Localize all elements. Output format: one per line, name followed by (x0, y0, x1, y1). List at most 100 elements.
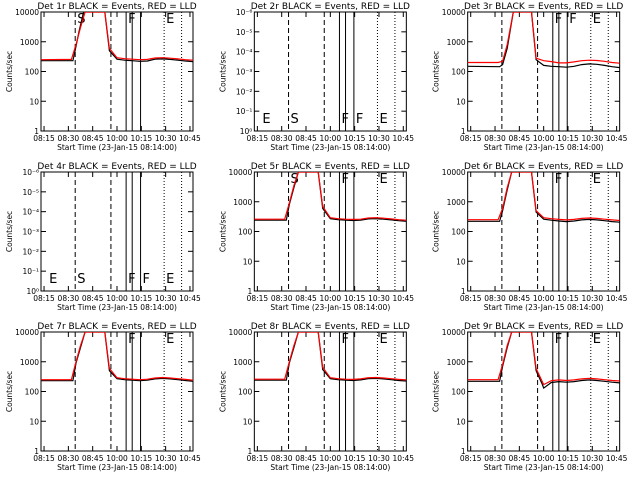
x-tick-label: 08:45 (509, 454, 531, 463)
x-tick-label: 08:15 (33, 454, 55, 463)
x-tick-label: 08:30 (271, 294, 293, 303)
x-tick-label: 10:15 (557, 294, 579, 303)
x-tick-label: 08:45 (295, 454, 317, 463)
x-tick-label: 08:15 (460, 134, 482, 143)
plot-frame (40, 11, 194, 132)
x-tick-label: 10:30 (155, 294, 177, 303)
y-tick-label: 1 (34, 127, 39, 136)
marker-letter: E (262, 112, 270, 127)
x-tick-label: 10:45 (606, 134, 628, 143)
panel-title: Det 7r BLACK = Events, RED = LLD (37, 322, 196, 332)
detector-panel-4: Det 4r BLACK = Events, RED = LLD 10⁰ 10⁻¹ 1… (5, 162, 201, 312)
x-tick-label: 08:45 (82, 134, 104, 143)
y-tick-label: 100 (451, 228, 466, 237)
plot-frame (253, 171, 407, 292)
y-tick-label: 100 (238, 228, 253, 237)
y-axis-label: Counts/sec (432, 51, 441, 92)
detector-panel-1: Det 1r BLACK = Events, RED = LLD 1 10 100 10… (5, 2, 201, 152)
x-tick-label: 10:00 (106, 454, 128, 463)
y-tick-label: 10⁻² (22, 247, 39, 256)
y-tick-label: 1000 (233, 358, 252, 367)
y-tick-label: 10⁻³ (236, 68, 253, 77)
x-tick-label: 10:15 (557, 454, 579, 463)
x-tick-label: 10:30 (368, 134, 390, 143)
y-tick-label: 10⁻¹ (22, 267, 39, 276)
x-tick-label: 10:30 (155, 454, 177, 463)
x-tick-label: 08:15 (33, 294, 55, 303)
x-tick-label: 10:15 (344, 294, 366, 303)
y-tick-label: 100 (451, 68, 466, 77)
x-axis-label: Start Time (23-Jan-15 08:14:00) (270, 143, 390, 152)
y-axis-label: Counts/sec (218, 371, 227, 412)
x-axis-label: Start Time (23-Jan-15 08:14:00) (484, 303, 604, 312)
y-tick-label: 10⁻⁶ (22, 168, 39, 177)
x-tick-label: 10:45 (179, 294, 201, 303)
x-tick-label: 10:30 (581, 454, 603, 463)
series-line-lld (467, 332, 620, 386)
y-tick-label: 100 (25, 388, 40, 397)
y-axis-label: Counts/sec (218, 51, 227, 92)
y-tick-label: 10 (29, 417, 39, 426)
x-tick-label: 08:15 (247, 134, 269, 143)
x-tick-label: 10:45 (392, 294, 414, 303)
y-tick-label: 1000 (447, 38, 466, 47)
y-tick-label: 1000 (20, 358, 39, 367)
x-tick-label: 10:00 (533, 294, 555, 303)
marker-letter: S (291, 172, 299, 187)
marker-letter: E (593, 12, 601, 27)
x-tick-label: 10:00 (320, 294, 342, 303)
x-tick-label: 10:15 (344, 134, 366, 143)
x-tick-label: 08:45 (295, 294, 317, 303)
panel-title: Det 1r BLACK = Events, RED = LLD (37, 2, 196, 12)
y-tick-label: 10000 (15, 328, 39, 337)
y-tick-label: 10⁰ (240, 127, 253, 136)
x-tick-label: 08:45 (82, 454, 104, 463)
plot-frame (467, 171, 621, 292)
panel-title: Det 4r BLACK = Events, RED = LLD (37, 162, 196, 172)
y-tick-label: 1000 (447, 358, 466, 367)
x-tick-label: 08:30 (484, 454, 506, 463)
x-tick-label: 10:15 (131, 454, 153, 463)
y-tick-label: 10000 (228, 168, 252, 177)
y-tick-label: 10000 (442, 8, 466, 17)
y-tick-label: 1 (461, 127, 466, 136)
y-tick-label: 10 (456, 417, 466, 426)
x-tick-label: 10:45 (606, 294, 628, 303)
detector-panel-7: Det 7r BLACK = Events, RED = LLD 1 10 100 10… (5, 322, 201, 472)
x-axis-label: Start Time (23-Jan-15 08:14:00) (57, 303, 177, 312)
marker-letter: E (166, 272, 174, 287)
x-tick-label: 08:45 (82, 294, 104, 303)
x-axis-label: Start Time (23-Jan-15 08:14:00) (270, 303, 390, 312)
x-tick-label: 10:00 (106, 134, 128, 143)
y-tick-label: 1 (248, 447, 253, 456)
x-tick-label: 08:30 (58, 294, 80, 303)
panel-title: Det 6r BLACK = Events, RED = LLD (464, 162, 623, 172)
y-tick-label: 10000 (442, 168, 466, 177)
series-line-lld (41, 12, 193, 61)
x-tick-label: 10:00 (320, 134, 342, 143)
detector-panel-5: Det 5r BLACK = Events, RED = LLD 1 10 100 10… (218, 162, 414, 312)
y-tick-label: 10⁻⁵ (236, 28, 253, 37)
y-axis-label: Counts/sec (5, 371, 14, 412)
detector-panel-8: Det 8r BLACK = Events, RED = LLD 1 10 100 10… (218, 322, 414, 472)
series-line-events (467, 12, 620, 69)
series-line-lld (254, 332, 407, 381)
x-tick-label: 10:30 (581, 134, 603, 143)
x-tick-label: 08:30 (484, 134, 506, 143)
detector-panel-9: Det 9r BLACK = Events, RED = LLD 1 10 100 10… (432, 322, 628, 472)
y-tick-label: 1 (461, 287, 466, 296)
x-tick-label: 10:30 (581, 294, 603, 303)
y-tick-label: 10⁰ (26, 287, 39, 296)
series-line-lld (41, 332, 193, 381)
marker-letter: F (569, 12, 576, 27)
y-tick-label: 1000 (233, 198, 252, 207)
x-tick-label: 08:30 (58, 454, 80, 463)
panel-title: Det 5r BLACK = Events, RED = LLD (251, 162, 410, 172)
y-tick-label: 10 (243, 257, 253, 266)
y-tick-label: 1000 (447, 198, 466, 207)
panel-title: Det 9r BLACK = Events, RED = LLD (464, 322, 623, 332)
y-axis-label: Counts/sec (5, 51, 14, 92)
y-tick-label: 1000 (20, 38, 39, 47)
x-tick-label: 10:45 (606, 454, 628, 463)
